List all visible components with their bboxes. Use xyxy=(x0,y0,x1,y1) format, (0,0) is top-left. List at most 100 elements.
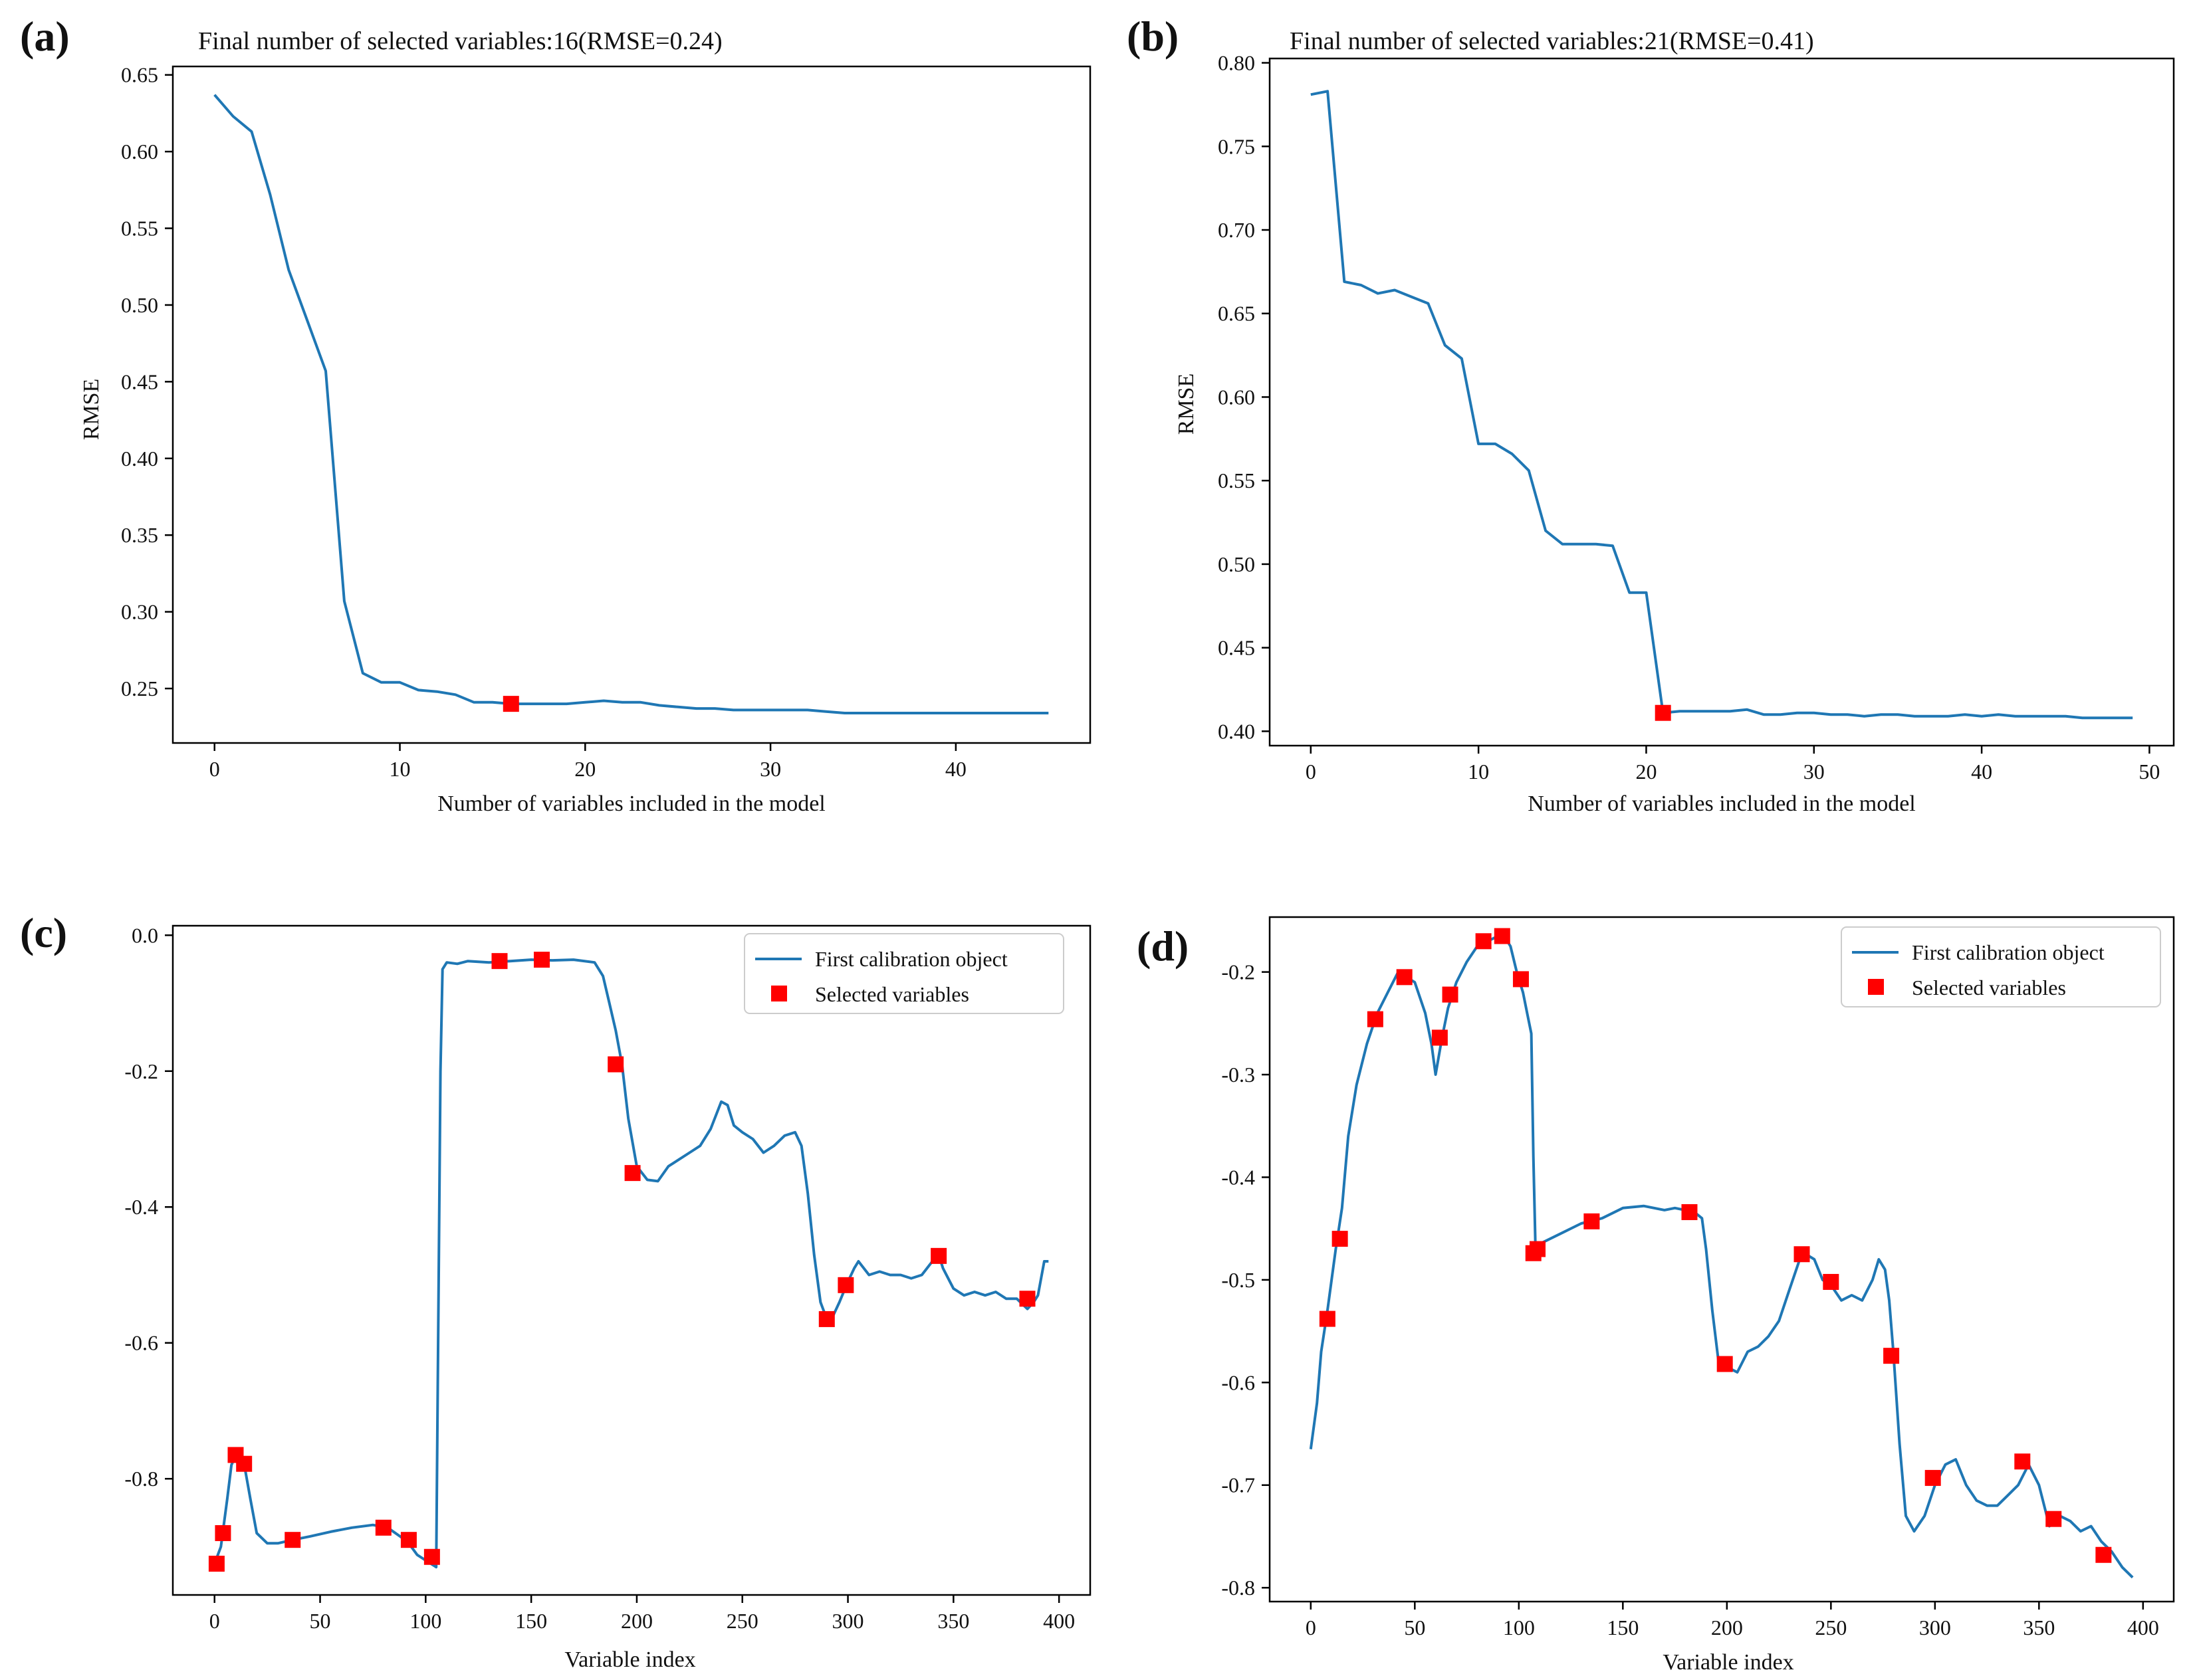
x-tick-label: 400 xyxy=(2127,1616,2159,1639)
panel-a-ylabel: RMSE xyxy=(79,379,104,441)
panel-a-title: Final number of selected variables:16(RM… xyxy=(198,27,723,55)
panel-b-plot-area: 0 10 20 30 40 50 0.40 0.45 0.50 0.55 0.60 0.65 0.70 0… xyxy=(1218,51,2175,784)
y-tick-label: 0.30 xyxy=(121,600,158,624)
selected-variable-marker xyxy=(1367,1011,1383,1027)
selected-variable-marker xyxy=(400,1532,417,1548)
selected-variable-marker xyxy=(1475,933,1492,950)
selected-variable-marker xyxy=(285,1532,301,1548)
x-tick-label: 50 xyxy=(310,1609,331,1633)
x-tick-label: 100 xyxy=(409,1609,441,1633)
selected-variable-marker xyxy=(818,1311,835,1327)
selected-variable-marker xyxy=(1019,1291,1036,1307)
panel-a-xlabel: Number of variables included in the mode… xyxy=(437,791,826,816)
y-tick-label: 0.0 xyxy=(132,923,158,947)
y-tick-label: 0.60 xyxy=(121,140,158,163)
panel-b-ylabel: RMSE xyxy=(1174,373,1199,435)
y-tick-label: -0.6 xyxy=(124,1331,158,1355)
series-line xyxy=(1310,90,2133,720)
selected-variable-marker xyxy=(503,696,519,712)
x-tick-label: 0 xyxy=(1306,760,1316,784)
y-tick-label: -0.7 xyxy=(1221,1473,1255,1497)
panel-a-label: (a) xyxy=(20,13,70,60)
x-tick-label: 100 xyxy=(1503,1616,1535,1639)
y-tick-label: 0.25 xyxy=(121,677,158,700)
legend-marker-swatch xyxy=(771,986,787,1001)
y-tick-label: 0.45 xyxy=(121,369,158,393)
x-tick-label: 300 xyxy=(1919,1616,1951,1639)
selected-variable-marker xyxy=(1512,971,1529,988)
legend-marker-swatch xyxy=(1868,979,1884,995)
y-tick-label: 0.45 xyxy=(1218,636,1255,660)
selected-variable-marker xyxy=(1396,969,1413,986)
selected-variable-marker xyxy=(2045,1511,2062,1527)
x-tick-label: 250 xyxy=(727,1609,758,1633)
y-tick-label: 0.75 xyxy=(1218,134,1255,158)
y-tick-label: 0.55 xyxy=(1218,469,1255,492)
selected-variable-marker xyxy=(1442,986,1458,1003)
y-tick-label: 0.50 xyxy=(121,293,158,317)
x-tick-label: 30 xyxy=(1803,760,1825,784)
legend-box xyxy=(1841,926,2161,1007)
x-tick-label: 50 xyxy=(2138,760,2160,784)
x-tick-label: 40 xyxy=(945,757,967,781)
selected-variable-marker xyxy=(1431,1029,1448,1046)
y-tick-label: -0.8 xyxy=(124,1467,158,1491)
panel-b-title: Final number of selected variables:21(RM… xyxy=(1290,27,1814,55)
selected-variable-marker xyxy=(534,952,550,968)
legend-entry-marker: Selected variables xyxy=(815,982,969,1006)
selected-variable-marker xyxy=(1924,1469,1941,1486)
x-tick-label: 0 xyxy=(209,757,220,781)
x-tick-label: 200 xyxy=(621,1609,653,1633)
selected-variable-marker xyxy=(608,1056,624,1073)
x-tick-label: 400 xyxy=(1043,1609,1075,1633)
panel-d: (d) Variable index 0 50 100 150 200 250 300 350… xyxy=(1137,916,2175,1675)
y-tick-label: -0.3 xyxy=(1221,1063,1255,1087)
selected-variable-marker xyxy=(624,1165,641,1182)
selected-variable-marker xyxy=(491,953,508,970)
selected-variable-marker xyxy=(1716,1356,1733,1372)
x-tick-label: 30 xyxy=(760,757,781,781)
y-tick-label: -0.5 xyxy=(1221,1268,1255,1292)
selected-variable-marker xyxy=(1529,1241,1546,1257)
x-tick-label: 0 xyxy=(1306,1616,1316,1639)
selected-variable-marker xyxy=(931,1247,947,1264)
x-tick-label: 10 xyxy=(1468,760,1489,784)
y-tick-label: 0.40 xyxy=(121,447,158,471)
panel-b-xlabel: Number of variables included in the mode… xyxy=(1528,791,1916,816)
x-tick-label: 20 xyxy=(574,757,596,781)
x-tick-label: 250 xyxy=(1815,1616,1847,1639)
selected-variable-marker xyxy=(1823,1273,1839,1290)
x-tick-label: 200 xyxy=(1711,1616,1743,1639)
panel-a: (a) Final number of selected variables:1… xyxy=(20,13,1092,816)
legend-box xyxy=(744,933,1064,1014)
x-tick-label: 350 xyxy=(2023,1616,2055,1639)
y-tick-label: 0.60 xyxy=(1218,385,1255,409)
y-tick-label: 0.65 xyxy=(121,63,158,87)
panel-c-label: (c) xyxy=(20,909,67,956)
selected-variable-marker xyxy=(1883,1348,1900,1364)
legend-entry-marker: Selected variables xyxy=(1912,976,2066,999)
selected-variable-marker xyxy=(1583,1213,1600,1229)
x-tick-label: 10 xyxy=(390,757,411,781)
y-tick-label: -0.2 xyxy=(124,1059,158,1083)
y-tick-label: -0.6 xyxy=(1221,1370,1255,1394)
y-tick-label: 0.35 xyxy=(121,523,158,547)
selected-variable-marker xyxy=(1331,1231,1348,1247)
y-tick-label: -0.4 xyxy=(124,1195,158,1219)
panel-b: (b) Final number of selected variables:2… xyxy=(1127,13,2175,816)
selected-variable-marker xyxy=(1319,1311,1335,1327)
selected-variable-marker xyxy=(375,1519,392,1536)
x-tick-label: 150 xyxy=(1607,1616,1639,1639)
y-tick-label: 0.40 xyxy=(1218,719,1255,743)
x-tick-label: 50 xyxy=(1404,1616,1425,1639)
axes-frame xyxy=(172,924,1092,1596)
selected-variable-marker xyxy=(208,1555,225,1572)
selected-variable-marker xyxy=(1793,1246,1810,1263)
y-tick-label: 0.50 xyxy=(1218,552,1255,576)
panel-d-label: (d) xyxy=(1137,922,1189,970)
series-line xyxy=(213,94,1049,714)
axes-frame xyxy=(172,65,1092,744)
panel-c-plot-area: 0 50 100 150 200 250 300 350 400 -0.8 -0.6 -0.4 -0.2… xyxy=(124,923,1092,1633)
selected-variable-marker xyxy=(2095,1546,2112,1563)
